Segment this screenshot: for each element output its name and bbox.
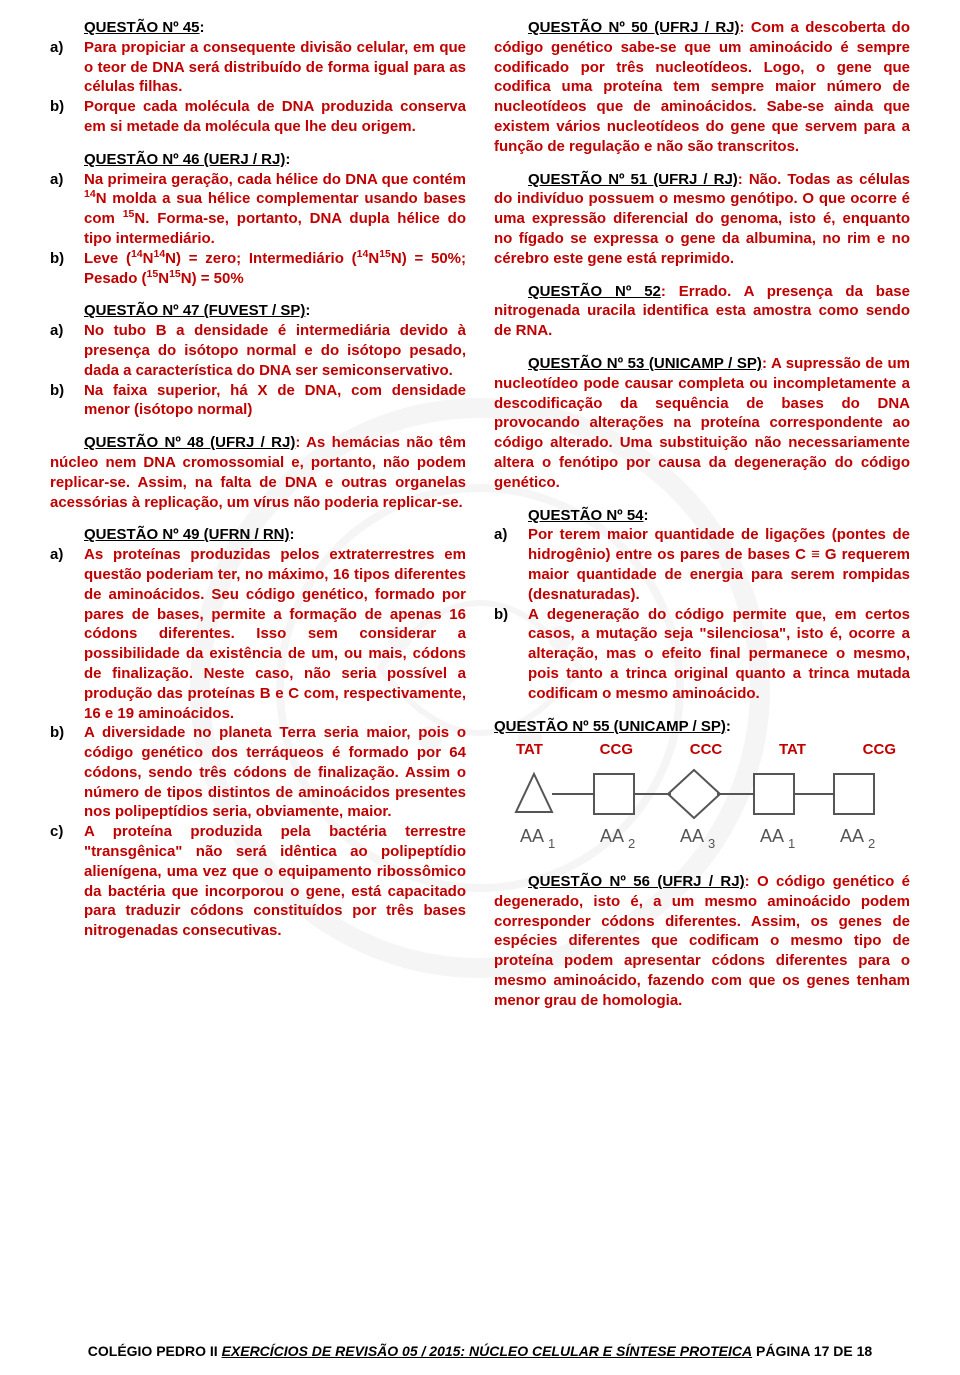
q53-title: QUESTÃO Nº 53 (UNICAMP / SP) [528, 355, 762, 372]
q48-title: QUESTÃO Nº 48 (UFRJ / RJ) [84, 434, 295, 451]
q54-b-label: b) [494, 605, 528, 704]
q53-body: : A supressão de um nucleotídeo pode cau… [494, 355, 910, 491]
right-column: QUESTÃO Nº 50 (UFRJ / RJ): Com a descobe… [494, 18, 910, 1024]
codon-5: CCG [863, 740, 896, 760]
q53-block: QUESTÃO Nº 53 (UNICAMP / SP): A supressã… [494, 354, 910, 493]
svg-text:AA: AA [680, 826, 704, 846]
page-footer: COLÉGIO PEDRO II EXERCÍCIOS DE REVISÃO 0… [0, 1343, 960, 1359]
q46-title: QUESTÃO Nº 46 (UERJ / RJ) [84, 151, 285, 168]
svg-text:AA: AA [760, 826, 784, 846]
q54-a-label: a) [494, 525, 528, 604]
q54-block: QUESTÃO Nº 54: a)Por terem maior quantid… [494, 506, 910, 704]
svg-text:1: 1 [788, 836, 795, 851]
q51-title: QUESTÃO Nº 51 (UFRJ / RJ) [528, 171, 738, 188]
left-column: QUESTÃO Nº 45: a)Para propiciar a conseq… [50, 18, 466, 1024]
q46-a-label: a) [50, 170, 84, 249]
footer-left: COLÉGIO PEDRO II [88, 1343, 218, 1359]
q52-title: QUESTÃO Nº 52 [528, 283, 661, 300]
q49-a-text: As proteínas produzidas pelos extraterre… [84, 545, 466, 723]
q47-a-text: No tubo B a densidade é intermediária de… [84, 321, 466, 380]
svg-text:1: 1 [548, 836, 555, 851]
q51-block: QUESTÃO Nº 51 (UFRJ / RJ): Não. Todas as… [494, 170, 910, 269]
q45-a-label: a) [50, 38, 84, 97]
q47-b-text: Na faixa superior, há X de DNA, com dens… [84, 381, 466, 421]
svg-text:2: 2 [868, 836, 875, 851]
footer-right: PÁGINA 17 DE 18 [756, 1343, 872, 1359]
q49-c-text: A proteína produzida pela bactéria terre… [84, 822, 466, 941]
q47-title: QUESTÃO Nº 47 (FUVEST / SP) [84, 302, 305, 319]
q54-a-text: Por terem maior quantidade de ligações (… [528, 525, 910, 604]
svg-text:2: 2 [628, 836, 635, 851]
q46-a-text: Na primeira geração, cada hélice do DNA … [84, 170, 466, 249]
q56-body: : O código genético é degenerado, isto é… [494, 873, 910, 1009]
q45-b-text: Porque cada molécula de DNA produzida co… [84, 97, 466, 137]
svg-text:AA: AA [600, 826, 624, 846]
codon-2: CCG [600, 740, 633, 760]
page-content: QUESTÃO Nº 45: a)Para propiciar a conseq… [0, 0, 960, 1036]
q49-block: QUESTÃO Nº 49 (UFRN / RN): a)As proteína… [50, 525, 466, 941]
q49-b-label: b) [50, 723, 84, 822]
q45-b-label: b) [50, 97, 84, 137]
q45-a-text: Para propiciar a consequente divisão cel… [84, 38, 466, 97]
svg-text:AA: AA [840, 826, 864, 846]
q47-a-label: a) [50, 321, 84, 380]
q47-b-label: b) [50, 381, 84, 421]
q55-codon-row: TAT CCG CCC TAT CCG [494, 740, 910, 760]
q45-block: QUESTÃO Nº 45: a)Para propiciar a conseq… [50, 18, 466, 137]
q46-block: QUESTÃO Nº 46 (UERJ / RJ): a)Na primeira… [50, 150, 466, 289]
codon-1: TAT [516, 740, 543, 760]
q45-title: QUESTÃO Nº 45 [84, 19, 200, 36]
q50-title: QUESTÃO Nº 50 (UFRJ / RJ) [528, 19, 740, 36]
q55-diagram: AA 1 AA 2 AA 3 AA 1 AA 2 [494, 764, 894, 859]
q56-block: QUESTÃO Nº 56 (UFRJ / RJ): O código gené… [494, 872, 910, 1011]
q46-b-label: b) [50, 249, 84, 289]
q55-block: QUESTÃO Nº 55 (UNICAMP / SP): TAT CCG CC… [494, 717, 910, 860]
svg-text:3: 3 [708, 836, 715, 851]
codon-3: CCC [690, 740, 723, 760]
q49-a-label: a) [50, 545, 84, 723]
q55-title: QUESTÃO Nº 55 (UNICAMP / SP) [494, 718, 726, 735]
codon-4: TAT [779, 740, 806, 760]
q48-block: QUESTÃO Nº 48 (UFRJ / RJ): As hemácias n… [50, 433, 466, 512]
q50-body: : Com a descoberta do código genético sa… [494, 19, 910, 155]
q46-b-text: Leve (14N14N) = zero; Intermediário (14N… [84, 249, 466, 289]
q56-title: QUESTÃO Nº 56 (UFRJ / RJ) [528, 873, 745, 890]
q52-block: QUESTÃO Nº 52: Errado. A presença da bas… [494, 282, 910, 341]
q47-block: QUESTÃO Nº 47 (FUVEST / SP): a)No tubo B… [50, 301, 466, 420]
footer-mid: EXERCÍCIOS DE REVISÃO 05 / 2015: NÚCLEO … [222, 1343, 753, 1359]
q49-b-text: A diversidade no planeta Terra seria mai… [84, 723, 466, 822]
q49-title: QUESTÃO Nº 49 (UFRN / RN) [84, 526, 290, 543]
q54-title: QUESTÃO Nº 54 [528, 507, 644, 524]
q50-block: QUESTÃO Nº 50 (UFRJ / RJ): Com a descobe… [494, 18, 910, 157]
svg-text:AA: AA [520, 826, 544, 846]
q49-c-label: c) [50, 822, 84, 941]
q54-b-text: A degeneração do código permite que, em … [528, 605, 910, 704]
